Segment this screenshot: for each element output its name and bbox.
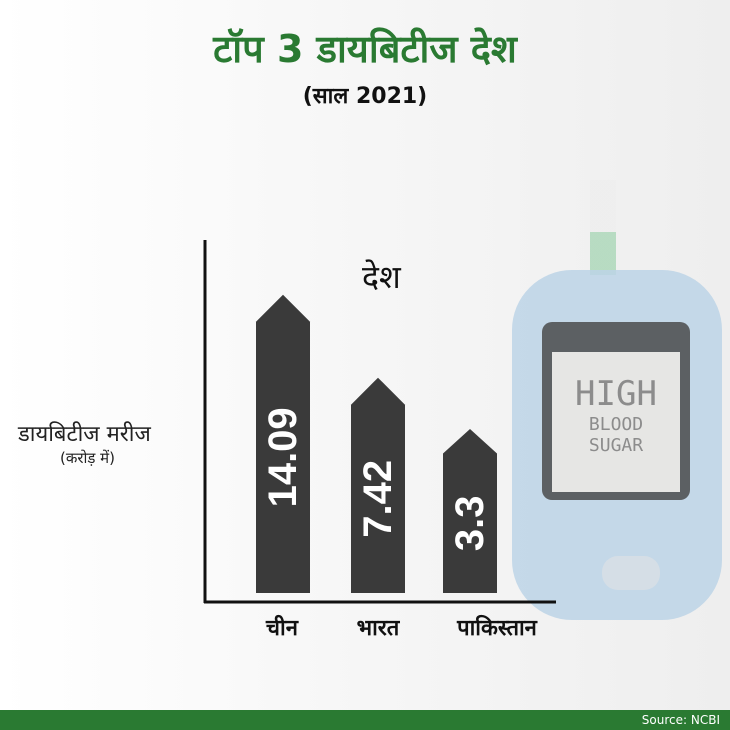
data-label-1: 7.42 (356, 460, 400, 538)
test-strip (590, 180, 616, 275)
meter-display: HIGH BLOOD SUGAR (552, 352, 680, 492)
chart-title: देश (362, 258, 401, 296)
bar-2 (443, 428, 497, 593)
bar-1 (351, 377, 405, 593)
y-axis-label: डायबिटीज मरीज (18, 422, 151, 447)
bar-0 (256, 294, 310, 593)
meter-text-high: HIGH (575, 374, 657, 414)
data-label-0: 14.09 (261, 407, 305, 507)
meter-text-sugar: SUGAR (588, 435, 644, 456)
data-label-2: 3.3 (448, 495, 492, 551)
x-tick-pakistan: पाकिस्तान (457, 616, 537, 641)
source-footer: Source: NCBI (0, 710, 730, 730)
page-title: टॉप 3 डायबिटीज देश (213, 27, 517, 71)
x-tick-china: चीन (266, 616, 298, 641)
x-tick-india: भारत (356, 616, 400, 641)
page-subtitle: (साल 2021) (302, 84, 428, 109)
y-axis-unit: (करोड़ में) (60, 449, 116, 467)
meter-text-blood: BLOOD (588, 414, 644, 435)
meter-button (602, 556, 660, 590)
